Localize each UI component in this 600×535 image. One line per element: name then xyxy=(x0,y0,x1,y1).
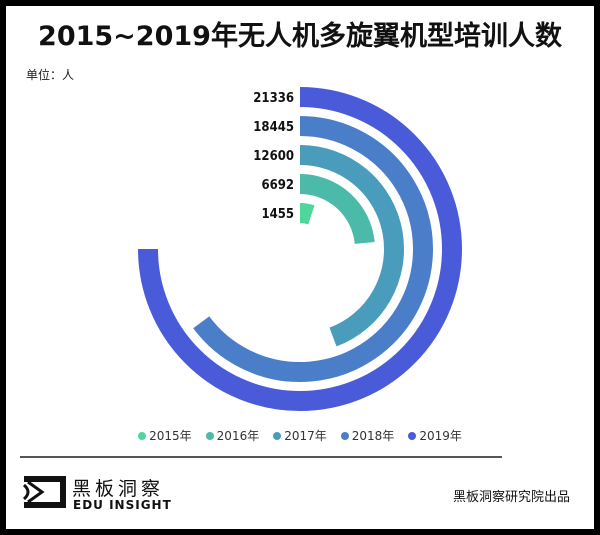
legend-item: 2019年 xyxy=(408,427,462,444)
legend-dot-icon xyxy=(138,431,147,440)
legend-dot-icon xyxy=(205,431,214,440)
legend-item: 2018年 xyxy=(340,427,395,444)
data-label: 12600 xyxy=(253,149,294,164)
data-label: 1455 xyxy=(261,207,294,222)
data-label: 6692 xyxy=(261,178,294,193)
divider xyxy=(20,456,502,458)
legend: 2015年 2016年 2017年 2018年 2019年 xyxy=(0,427,600,444)
legend-label: 2017年 xyxy=(284,429,327,443)
legend-label: 2018年 xyxy=(351,429,395,443)
legend-label: 2019年 xyxy=(419,429,462,443)
legend-label: 2015年 xyxy=(149,429,192,443)
legend-dot-icon xyxy=(273,431,282,440)
legend-item: 2017年 xyxy=(273,427,327,444)
data-label: 21336 xyxy=(253,91,294,106)
unit-label: 单位：人 xyxy=(26,68,75,82)
legend-item: 2016年 xyxy=(205,427,260,444)
legend-dot-icon xyxy=(340,431,349,440)
data-label: 18445 xyxy=(253,120,294,135)
chart-title: 2015~2019年无人机多旋翼机型培训人数 xyxy=(38,21,562,52)
bar-2015年 xyxy=(299,202,315,225)
credit-text: 黑板洞察研究院出品 xyxy=(452,490,570,505)
brand-name-cn: 黑板洞察 xyxy=(72,478,165,500)
bar-2017年 xyxy=(299,145,404,347)
brand-name-en: EDU INSIGHT xyxy=(73,498,172,512)
bar-2016年 xyxy=(299,174,375,245)
legend-label: 2016年 xyxy=(216,429,260,443)
legend-item: 2015年 xyxy=(138,427,192,444)
edu-insight-logo-icon xyxy=(22,476,66,508)
legend-dot-icon xyxy=(408,431,417,440)
bar-2018年 xyxy=(193,116,433,382)
bar-2019年 xyxy=(138,87,462,411)
